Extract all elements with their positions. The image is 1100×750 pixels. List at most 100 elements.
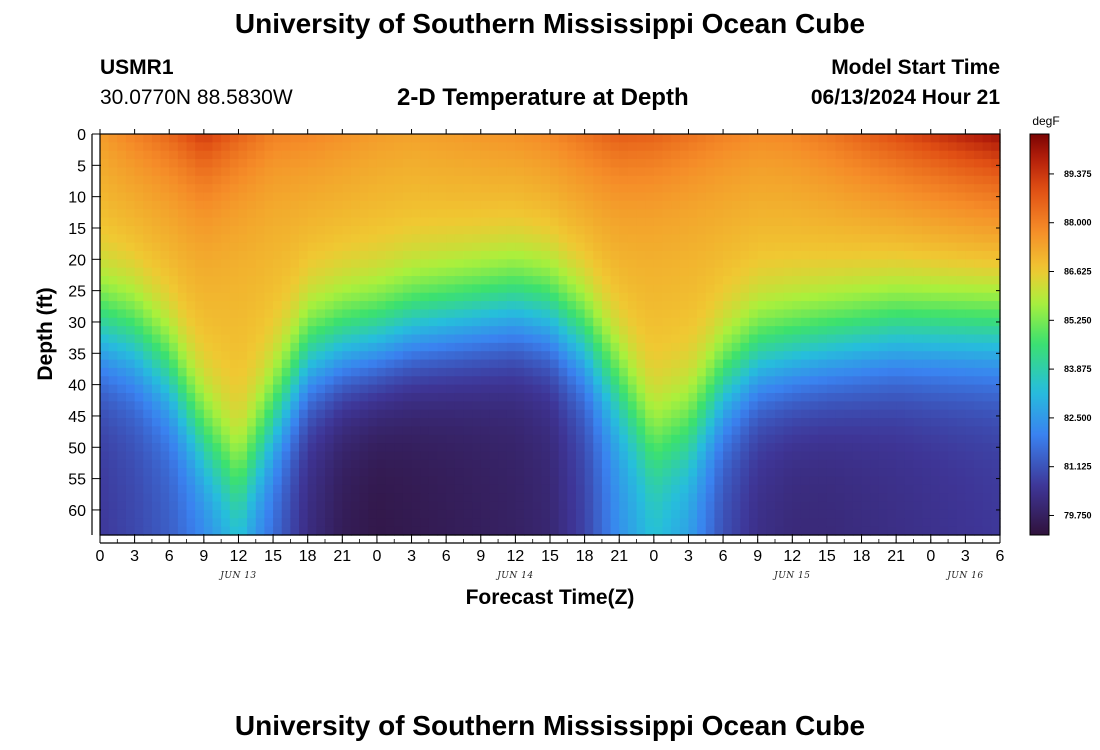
heatmap-cell: [601, 184, 612, 194]
heatmap-cell: [930, 476, 941, 486]
heatmap-cell: [160, 276, 170, 285]
heatmap-cell: [593, 217, 603, 227]
heatmap-cell: [264, 468, 274, 478]
heatmap-cell: [515, 484, 525, 494]
heatmap-cell: [956, 418, 966, 427]
heatmap-cell: [861, 209, 871, 219]
heatmap-cell: [965, 459, 975, 469]
heatmap-cell: [255, 209, 266, 219]
heatmap-cell: [662, 217, 672, 227]
heatmap-cell: [688, 401, 698, 411]
heatmap-cell: [325, 443, 335, 453]
heatmap-cell: [221, 359, 231, 369]
heatmap-cell: [316, 501, 326, 511]
heatmap-cell: [870, 418, 880, 427]
heatmap-cell: [991, 175, 1001, 185]
heatmap-cell: [653, 409, 664, 419]
heatmap-cell: [636, 250, 646, 260]
heatmap-cell: [982, 184, 992, 194]
heatmap-cell: [134, 276, 144, 285]
heatmap-cell: [567, 259, 577, 269]
heatmap-cell: [125, 250, 136, 260]
heatmap-cell: [567, 367, 577, 377]
heatmap-cell: [515, 493, 525, 503]
heatmap-cell: [524, 259, 534, 269]
heatmap-cell: [428, 301, 439, 311]
heatmap-cell: [125, 526, 136, 536]
heatmap-cell: [757, 526, 767, 536]
heatmap-cell: [489, 184, 499, 194]
heatmap-cell: [273, 134, 283, 143]
heatmap-cell: [662, 434, 672, 444]
heatmap-cell: [688, 509, 698, 519]
heatmap-cell: [956, 518, 966, 528]
heatmap-cell: [290, 334, 300, 344]
heatmap-cell: [662, 209, 672, 219]
heatmap-cell: [965, 426, 975, 436]
heatmap-cell: [610, 142, 620, 152]
heatmap-cell: [125, 434, 136, 444]
heatmap-cell: [247, 518, 257, 528]
heatmap-cell: [948, 476, 958, 486]
heatmap-cell: [723, 443, 733, 453]
heatmap-cell: [100, 292, 110, 302]
heatmap-cell: [627, 476, 638, 486]
heatmap-cell: [550, 134, 560, 143]
heatmap-cell: [169, 443, 179, 453]
heatmap-cell: [965, 167, 975, 177]
heatmap-cell: [567, 284, 577, 294]
heatmap-cell: [489, 443, 499, 453]
heatmap-cell: [221, 175, 231, 185]
heatmap-cell: [593, 292, 603, 302]
heatmap-cell: [904, 150, 915, 160]
heatmap-cell: [922, 351, 932, 361]
heatmap-cell: [766, 501, 776, 511]
heatmap-cell: [567, 518, 577, 528]
heatmap-cell: [160, 317, 170, 327]
heatmap-cell: [956, 476, 966, 486]
heatmap-cell: [186, 367, 196, 377]
heatmap-cell: [930, 259, 941, 269]
heatmap-cell: [411, 192, 421, 202]
heatmap-cell: [861, 292, 871, 302]
heatmap-cell: [800, 134, 811, 143]
heatmap-cell: [610, 167, 620, 177]
heatmap-cell: [775, 376, 785, 386]
heatmap-cell: [939, 493, 949, 503]
heatmap-cell: [904, 342, 915, 352]
heatmap-cell: [437, 292, 447, 302]
heatmap-cell: [636, 200, 646, 210]
heatmap-cell: [385, 434, 395, 444]
heatmap-cell: [489, 334, 499, 344]
heatmap-cell: [619, 159, 629, 169]
heatmap-cell: [965, 351, 975, 361]
heatmap-cell: [896, 392, 906, 402]
heatmap-cell: [273, 209, 283, 219]
heatmap-cell: [653, 317, 664, 327]
heatmap-cell: [359, 276, 369, 285]
heatmap-cell: [134, 351, 144, 361]
heatmap-cell: [359, 518, 369, 528]
heatmap-cell: [558, 384, 568, 394]
heatmap-cell: [290, 284, 300, 294]
heatmap-cell: [333, 200, 343, 210]
heatmap-cell: [627, 509, 638, 519]
heatmap-cell: [325, 200, 335, 210]
heatmap-cell: [454, 142, 465, 152]
heatmap-cell: [342, 267, 352, 277]
heatmap-cell: [558, 309, 568, 319]
heatmap-cell: [247, 192, 257, 202]
heatmap-cell: [359, 526, 369, 536]
heatmap-cell: [229, 484, 240, 494]
heatmap-cell: [792, 234, 802, 244]
heatmap-cell: [316, 484, 326, 494]
heatmap-cell: [480, 250, 491, 260]
heatmap-cell: [281, 359, 291, 369]
heatmap-cell: [394, 518, 404, 528]
heatmap-cell: [800, 484, 811, 494]
heatmap-cell: [454, 434, 465, 444]
heatmap-cell: [515, 459, 525, 469]
heatmap-cell: [757, 167, 767, 177]
heatmap-cell: [524, 367, 534, 377]
heatmap-cell: [948, 434, 958, 444]
